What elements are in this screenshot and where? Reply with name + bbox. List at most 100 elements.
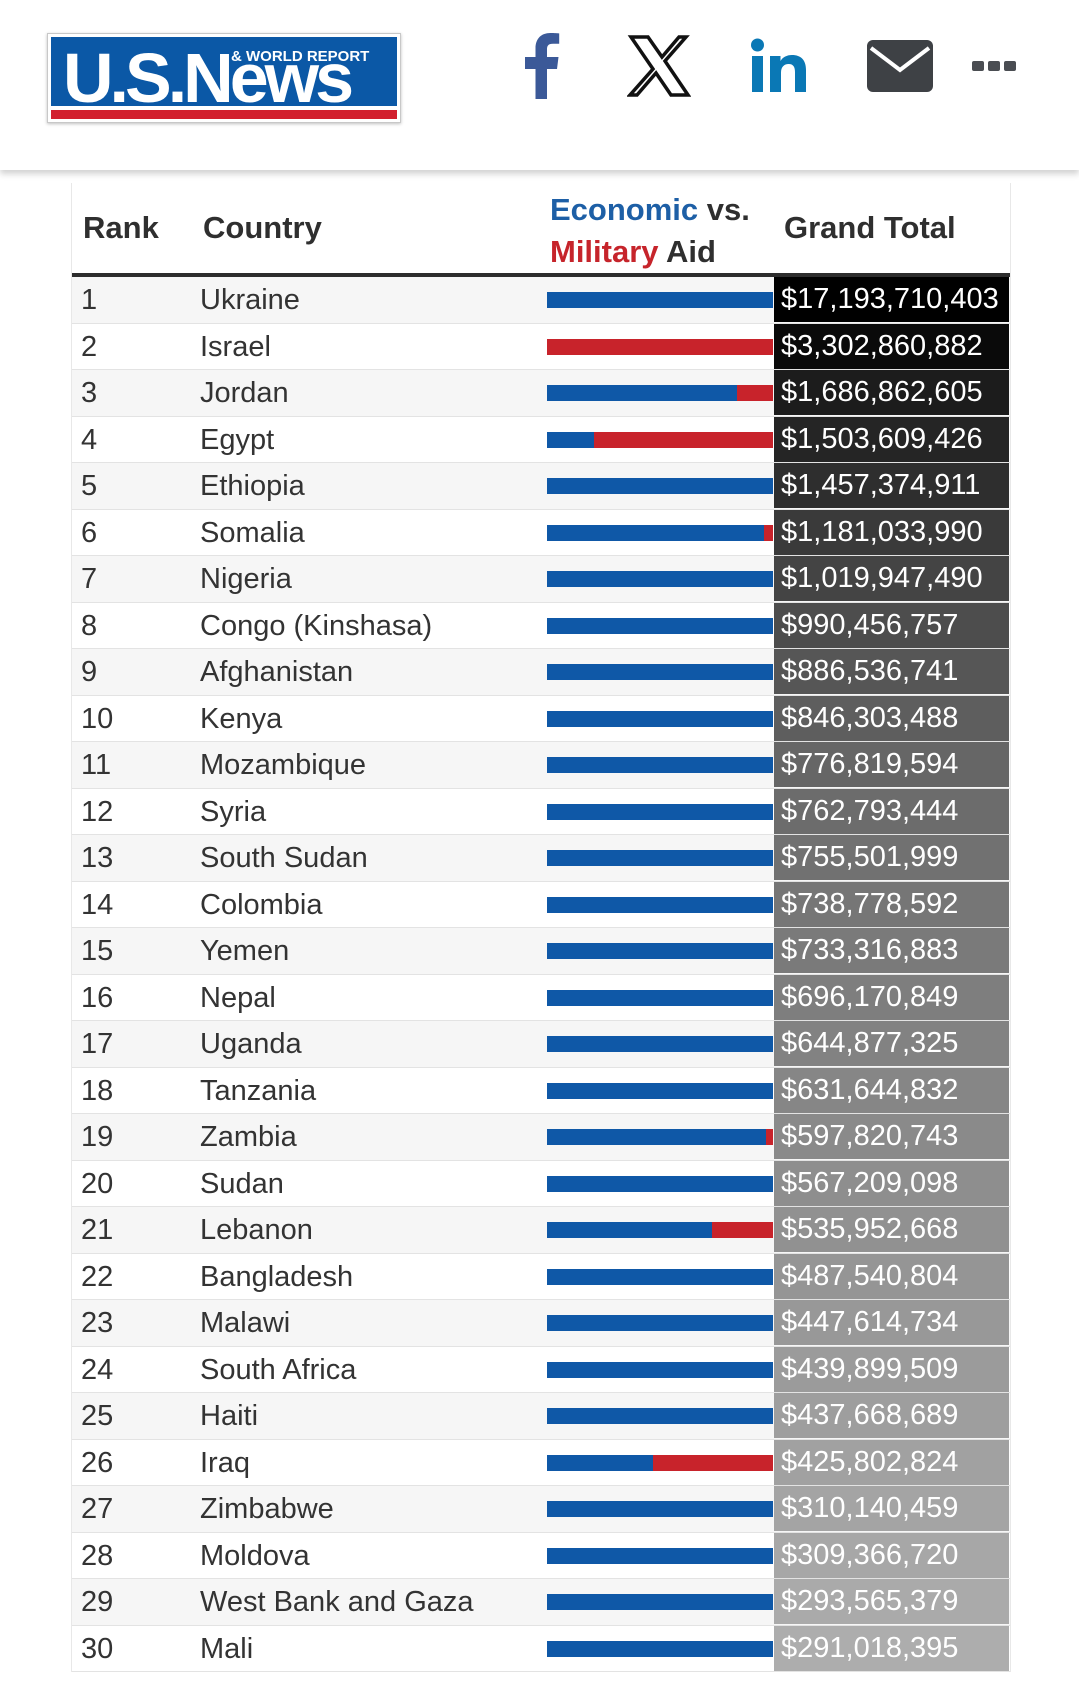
rank-cell: 5 (81, 470, 98, 502)
economic-aid-segment (547, 1268, 773, 1285)
table-row[interactable]: 6 Somalia $1,181,033,990 (72, 509, 1010, 556)
country-cell: Syria (200, 795, 267, 828)
aid-split-bar (547, 1036, 773, 1052)
economic-aid-segment (547, 617, 773, 634)
table-row[interactable]: 5 Ethiopia $1,457,374,911 (72, 463, 1010, 510)
logo-panel: U.S.News & WORLD REPORT (51, 37, 397, 119)
aid-header-economic: Economic (550, 192, 699, 227)
aid-header-vs: vs. (698, 192, 750, 227)
aid-split-bar (547, 385, 773, 401)
aid-split-bar (547, 571, 773, 587)
share-facebook-button[interactable] (502, 30, 580, 102)
rank-cell: 21 (81, 1214, 114, 1246)
country-cell: Nigeria (200, 563, 292, 595)
grand-total-cell: $755,501,999 (774, 835, 1009, 880)
share-x-button[interactable] (620, 30, 698, 102)
table-row[interactable]: 23 Malawi $447,614,734 (72, 1300, 1010, 1347)
aid-header-line-2: Military Aid (550, 231, 750, 273)
military-aid-segment (736, 385, 773, 401)
table-row[interactable]: 12 Syria $762,793,444 (72, 788, 1010, 835)
table-row[interactable]: 9 Afghanistan $886,536,741 (72, 649, 1010, 696)
table-row[interactable]: 20 Sudan $567,209,098 (72, 1160, 1010, 1207)
aid-split-bar (547, 1640, 773, 1657)
aid-split-bar (547, 1408, 773, 1424)
table-row[interactable]: 24 South Africa $439,899,509 (72, 1346, 1010, 1393)
aid-split-bar (547, 664, 773, 680)
table-row[interactable]: 21 Lebanon $535,952,668 (72, 1207, 1010, 1254)
table-row[interactable]: 3 Jordan $1,686,862,605 (72, 370, 1010, 417)
column-header-aid[interactable]: Economic vs. Military Aid (550, 189, 750, 273)
economic-aid-segment (547, 1501, 773, 1517)
rank-cell: 22 (81, 1260, 114, 1293)
economic-aid-segment (547, 989, 773, 1006)
table-row[interactable]: 28 Moldova $309,366,720 (72, 1532, 1010, 1579)
table-row[interactable]: 10 Kenya $846,303,488 (72, 695, 1010, 742)
rank-cell: 26 (81, 1446, 114, 1479)
table-row[interactable]: 29 West Bank and Gaza $293,565,379 (72, 1579, 1010, 1626)
country-cell: Sudan (200, 1167, 284, 1200)
rank-cell: 14 (81, 888, 114, 921)
country-cell: Ukraine (200, 284, 300, 316)
grand-total-cell: $846,303,488 (774, 695, 1009, 741)
column-header-country[interactable]: Country (203, 210, 322, 245)
aid-table: Rank Country Economic vs. Military Aid G… (71, 183, 1011, 1672)
aid-split-bar (547, 1268, 773, 1285)
rank-cell: 7 (81, 563, 98, 595)
table-row[interactable]: 14 Colombia $738,778,592 (72, 881, 1010, 928)
table-row[interactable]: 22 Bangladesh $487,540,804 (72, 1253, 1010, 1300)
table-row[interactable]: 11 Mozambique $776,819,594 (72, 742, 1010, 789)
rank-cell: 15 (81, 935, 114, 967)
linkedin-icon (751, 38, 806, 92)
share-more-button[interactable] (955, 30, 1033, 102)
rank-cell: 16 (81, 981, 114, 1014)
rank-cell: 25 (81, 1400, 114, 1432)
country-cell: Afghanistan (200, 656, 354, 688)
logo-wordmark: U.S.News (63, 39, 354, 117)
table-row[interactable]: 2 Israel $3,302,860,882 (72, 323, 1010, 370)
military-aid-segment (594, 431, 773, 448)
country-cell: Nepal (200, 981, 276, 1014)
table-row[interactable]: 16 Nepal $696,170,849 (72, 974, 1010, 1021)
table-row[interactable]: 18 Tanzania $631,644,832 (72, 1067, 1010, 1114)
table-row[interactable]: 17 Uganda $644,877,325 (72, 1021, 1010, 1068)
economic-aid-segment (547, 1036, 773, 1052)
logo-stripe-red (51, 110, 397, 119)
share-email-button[interactable] (861, 30, 939, 102)
table-row[interactable]: 19 Zambia $597,820,743 (72, 1114, 1010, 1161)
column-header-rank[interactable]: Rank (83, 210, 159, 245)
rank-cell: 19 (81, 1121, 114, 1153)
country-cell: Haiti (200, 1400, 259, 1432)
table-row[interactable]: 13 South Sudan $755,501,999 (72, 835, 1010, 882)
aid-split-bar (547, 524, 773, 541)
economic-aid-segment (547, 1082, 773, 1099)
share-linkedin-button[interactable] (740, 30, 818, 102)
table-row[interactable]: 8 Congo (Kinshasa) $990,456,757 (72, 602, 1010, 649)
table-row[interactable]: 1 Ukraine $17,193,710,403 (72, 277, 1010, 324)
site-header: U.S.News & WORLD REPORT (0, 0, 1079, 170)
rank-cell: 23 (81, 1307, 114, 1339)
rank-cell: 18 (81, 1074, 114, 1107)
usnews-logo[interactable]: U.S.News & WORLD REPORT (47, 33, 401, 123)
table-row[interactable]: 25 Haiti $437,668,689 (72, 1393, 1010, 1440)
military-aid-segment (766, 1129, 773, 1145)
table-row[interactable]: 30 Mali $291,018,395 (72, 1625, 1010, 1672)
table-row[interactable]: 26 Iraq $425,802,824 (72, 1439, 1010, 1486)
table-row[interactable]: 15 Yemen $733,316,883 (72, 928, 1010, 975)
table-row[interactable]: 27 Zimbabwe $310,140,459 (72, 1486, 1010, 1533)
aid-split-bar (547, 1361, 773, 1378)
column-header-total[interactable]: Grand Total (784, 210, 956, 245)
table-row[interactable]: 7 Nigeria $1,019,947,490 (72, 556, 1010, 603)
rank-cell: 4 (81, 423, 98, 456)
economic-aid-segment (547, 1547, 773, 1564)
country-cell: West Bank and Gaza (200, 1586, 474, 1618)
grand-total-cell: $597,820,743 (774, 1114, 1009, 1159)
table-row[interactable]: 4 Egypt $1,503,609,426 (72, 416, 1010, 463)
rank-cell: 20 (81, 1167, 114, 1200)
grand-total-cell: $3,302,860,882 (774, 323, 1009, 369)
grand-total-cell: $425,802,824 (774, 1439, 1009, 1485)
rank-cell: 17 (81, 1028, 114, 1060)
facebook-icon (525, 33, 560, 99)
country-cell: Somalia (200, 516, 305, 549)
rank-cell: 10 (81, 702, 114, 735)
grand-total-cell: $1,457,374,911 (774, 463, 1009, 508)
